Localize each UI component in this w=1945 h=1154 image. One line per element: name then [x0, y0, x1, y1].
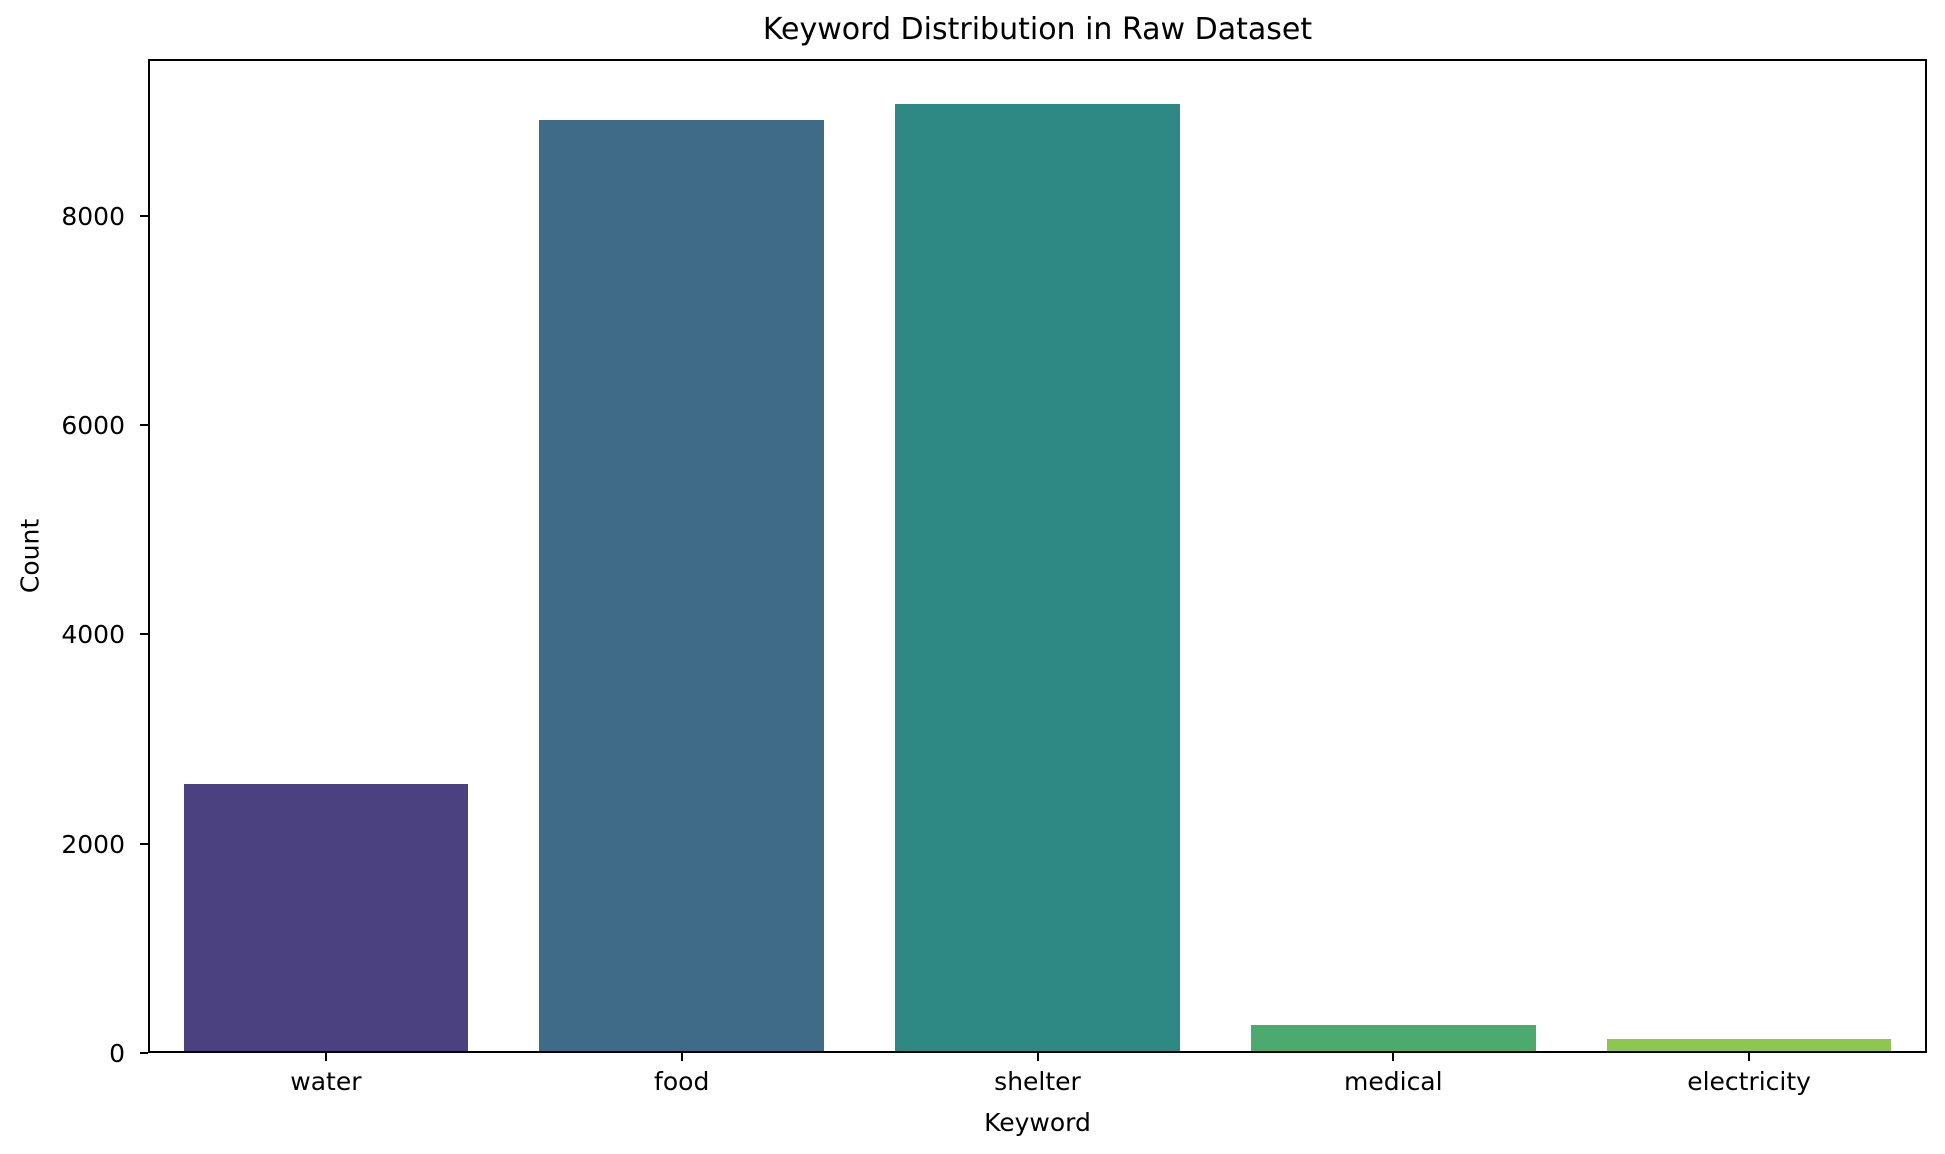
x-tick-label-shelter: shelter — [994, 1067, 1081, 1096]
bar-water — [183, 784, 469, 1051]
x-tick-label-food: food — [654, 1067, 710, 1096]
y-tick-label: 4000 — [61, 620, 125, 650]
chart-title: Keyword Distribution in Raw Dataset — [762, 12, 1313, 47]
x-tick-mark — [324, 1053, 327, 1061]
y-tick-label: 0 — [109, 1039, 125, 1068]
plot-area — [148, 59, 1927, 1053]
y-tick-mark — [140, 842, 148, 845]
x-tick-label-electricity: electricity — [1687, 1067, 1811, 1096]
bar-electricity — [1606, 1038, 1892, 1051]
y-axis-label: Count — [15, 518, 45, 594]
y-tick-label: 8000 — [61, 201, 125, 231]
x-tick-label-medical: medical — [1344, 1067, 1443, 1096]
x-tick-label-water: water — [290, 1067, 362, 1096]
y-tick-mark — [140, 424, 148, 427]
bar-medical — [1250, 1024, 1536, 1051]
y-tick-label: 2000 — [61, 829, 125, 859]
x-tick-mark — [680, 1053, 683, 1061]
y-tick-label: 6000 — [61, 411, 125, 441]
y-tick-mark — [140, 633, 148, 636]
y-tick-mark — [140, 214, 148, 217]
x-tick-mark — [1748, 1053, 1751, 1061]
bar-shelter — [895, 104, 1180, 1051]
bar-food — [539, 119, 824, 1051]
x-tick-mark — [1036, 1053, 1039, 1061]
x-axis-label: Keyword — [984, 1108, 1091, 1137]
x-tick-mark — [1392, 1053, 1395, 1061]
y-tick-mark — [140, 1052, 148, 1054]
